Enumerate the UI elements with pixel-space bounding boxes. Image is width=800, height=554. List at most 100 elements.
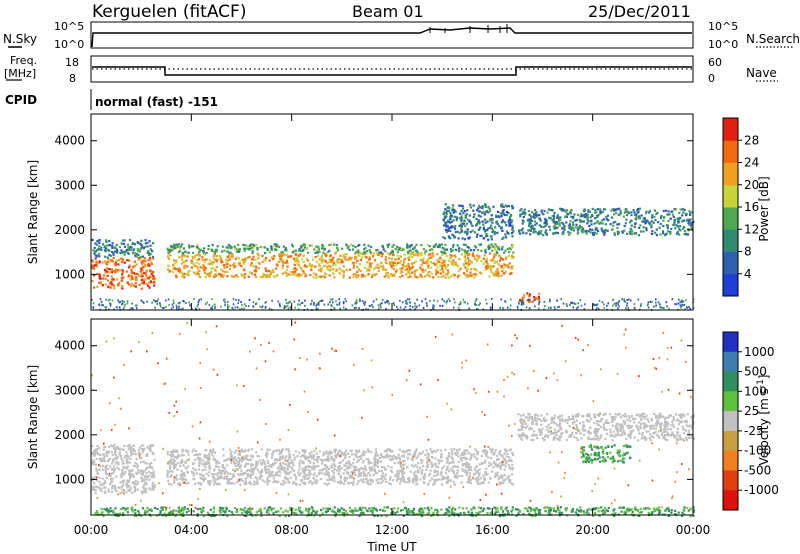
velocity-cell-band-1	[302, 460, 305, 463]
power-cell-band-2	[385, 272, 388, 275]
power-cell-band-2	[469, 274, 472, 277]
power-cell-band-4	[467, 237, 470, 240]
power-cell-band-2	[201, 267, 204, 270]
power-cell-band-3	[321, 244, 324, 247]
power-cell-band-4	[447, 229, 450, 232]
power-cell-band-2	[504, 265, 508, 268]
velocity-cell-band-0	[114, 454, 117, 457]
velocity-cell-band-1	[225, 459, 228, 462]
power-cell-ground	[623, 298, 626, 301]
power-cell-band-2	[407, 276, 410, 279]
power-cell-band-5	[638, 207, 641, 210]
velocity-cell-band-1	[301, 454, 304, 457]
power-cell-band-2	[444, 267, 447, 270]
power-cell-band-5	[593, 222, 596, 225]
velocity-cell-band-1	[193, 453, 196, 457]
power-cell-band-1	[123, 253, 126, 256]
velocity-cell-band-0	[104, 470, 107, 474]
velocity-cell-band-1	[227, 457, 230, 460]
power-cell-ground	[248, 299, 251, 301]
velocity-cell-band-1	[359, 478, 362, 481]
velocity-cell-band-1	[319, 478, 322, 481]
power-cell-ground	[92, 302, 95, 305]
power-cell-ground	[226, 306, 229, 309]
power-cell-band-5	[611, 228, 614, 231]
power-cell-ground	[466, 302, 469, 305]
velocity-cell-band-1	[289, 456, 292, 459]
power-cell-band-1	[123, 239, 126, 242]
velocity-cell-band-0	[93, 460, 96, 463]
power-cell-band-2	[261, 254, 264, 257]
power-cell-band-2	[322, 258, 325, 261]
power-cell-band-5	[651, 230, 654, 233]
power-cell-band-2	[401, 270, 404, 273]
power-cell-band-5	[531, 227, 534, 230]
power-cell-band-3	[243, 247, 246, 250]
power-cell-ground	[630, 299, 632, 302]
velocity-cell-band-1	[398, 448, 401, 451]
power-cell-ground	[386, 301, 388, 304]
velocity-cell-band-1	[250, 463, 253, 466]
power-cell-band-2	[341, 269, 345, 273]
power-cell-band-3	[397, 248, 401, 251]
power-cell-ground	[102, 304, 105, 307]
velocity-cell-band-1	[479, 477, 482, 480]
velocity-cell-band-1	[399, 465, 402, 469]
power-cell-band-4	[491, 218, 494, 221]
velocity-cell-band-1	[398, 478, 401, 481]
power-cell-ground	[530, 300, 532, 303]
power-cell-ground	[421, 300, 423, 303]
power-cell-band-2	[439, 256, 442, 259]
velocity-cell-band-1	[469, 472, 472, 475]
power-cell-ground	[226, 301, 229, 303]
velocity-cell-band-1	[254, 466, 258, 469]
velocity-cell-band-0	[129, 475, 132, 479]
power-ylabel: Slant Range [km]	[26, 160, 40, 264]
power-cell-band-2	[240, 265, 243, 268]
velocity-cell-band-1	[476, 469, 479, 473]
velocity-cell-band-1	[270, 472, 274, 475]
velocity-cell-band-1	[253, 480, 256, 483]
power-cell-band-4	[462, 207, 465, 210]
power-cell-ground	[502, 306, 504, 309]
power-cell-band-5	[562, 227, 566, 230]
power-cell-band-0	[92, 267, 95, 270]
power-cell-band-2	[332, 268, 335, 271]
power-cell-band-3	[384, 250, 387, 253]
power-cell-band-2	[217, 258, 220, 261]
power-cell-band-4	[466, 228, 469, 231]
power-cell-ground	[372, 300, 375, 303]
power-cell-band-3	[487, 247, 490, 251]
velocity-cell-band-1	[216, 472, 219, 475]
velocity-cell-band-0	[124, 466, 127, 469]
velocity-cell-band-1	[226, 464, 229, 467]
power-cell-band-5	[534, 230, 537, 233]
velocity-cell-band-1	[400, 480, 403, 483]
power-cell-band-5	[538, 214, 541, 217]
velocity-cell-band-1	[169, 465, 172, 468]
velocity-cell-band-1	[402, 450, 405, 453]
velocity-cell-band-1	[291, 467, 294, 470]
power-cell-ground	[259, 305, 261, 308]
velocity-cell-band-1	[279, 452, 282, 455]
power-cell-band-5	[604, 228, 607, 232]
power-cell-band-4	[449, 226, 452, 229]
power-cell-band-0	[98, 281, 101, 284]
velocity-cell-band-0	[105, 473, 109, 476]
power-cell-ground	[432, 307, 434, 310]
velocity-cell-band-1	[307, 456, 310, 459]
power-cell-band-3	[394, 248, 397, 251]
velocity-cell-band-1	[168, 460, 171, 463]
power-cell-ground	[516, 305, 519, 308]
velocity-cell-band-1	[333, 477, 336, 480]
velocity-cell-band-1	[166, 470, 169, 473]
power-cell-band-1	[126, 243, 129, 246]
power-cell-band-3	[284, 247, 287, 250]
velocity-cell-band-0	[105, 476, 108, 479]
power-cell-ground	[447, 298, 450, 300]
velocity-cell-band-0	[144, 482, 147, 485]
power-cell-band-3	[441, 246, 444, 249]
power-cell-band-5	[623, 229, 626, 232]
power-cell-band-4	[456, 230, 459, 233]
velocity-cell-band-0	[129, 448, 132, 451]
